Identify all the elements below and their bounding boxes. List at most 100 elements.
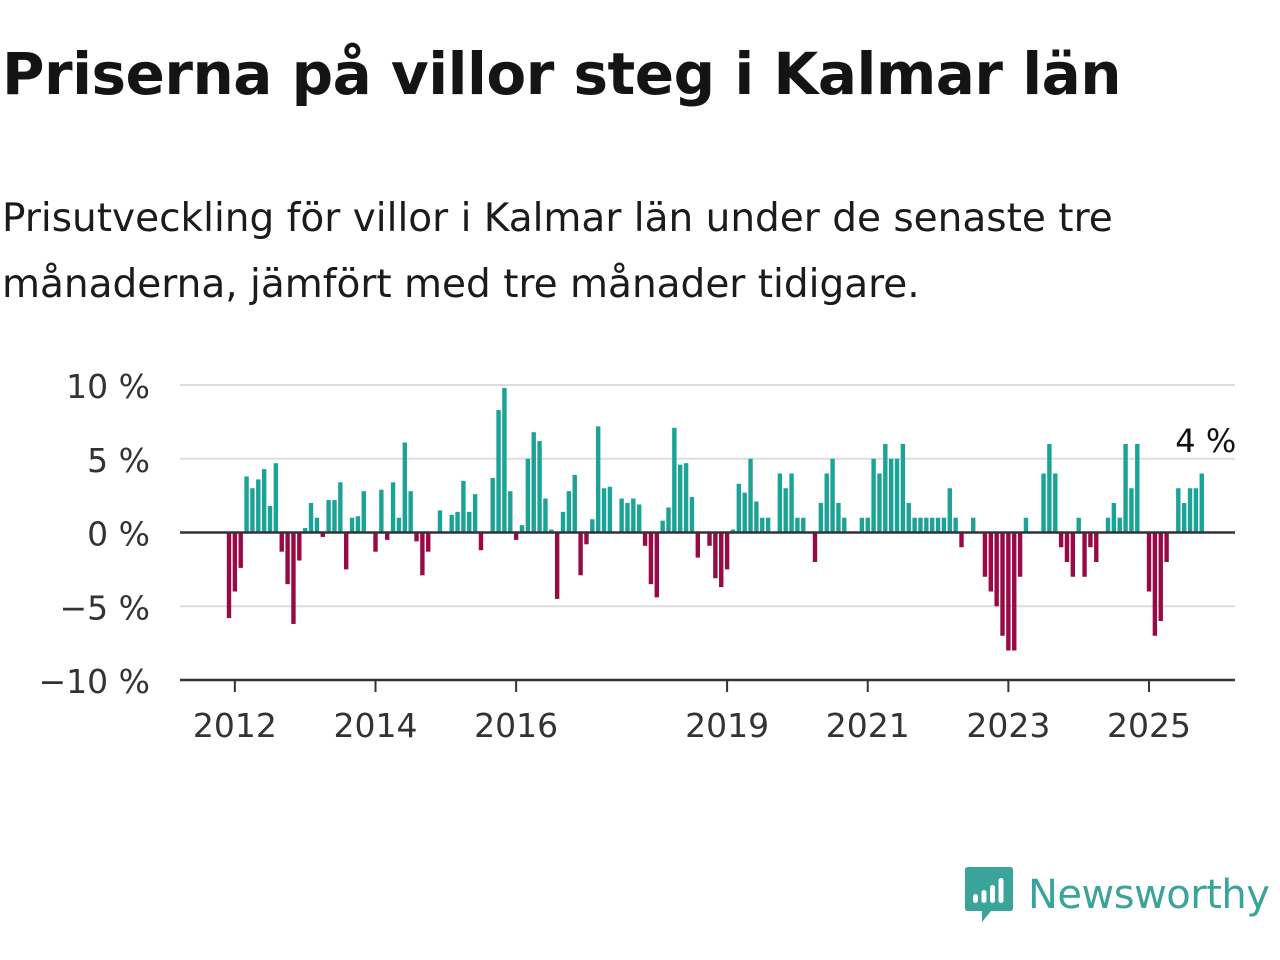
bar xyxy=(801,517,806,533)
bar xyxy=(396,517,402,533)
bar xyxy=(560,511,566,533)
bar xyxy=(941,517,947,533)
bar xyxy=(865,517,870,533)
bar xyxy=(414,532,419,542)
bar xyxy=(1012,532,1017,651)
bar xyxy=(1041,473,1046,533)
bar xyxy=(273,463,279,533)
bar xyxy=(959,532,964,548)
bar xyxy=(1047,444,1052,533)
bar xyxy=(531,432,536,533)
bar xyxy=(361,491,366,533)
bar xyxy=(390,482,396,533)
bar xyxy=(595,426,601,533)
bar xyxy=(332,500,337,533)
bar xyxy=(285,532,290,585)
bar xyxy=(859,517,865,533)
bar xyxy=(1164,532,1169,562)
bar xyxy=(754,501,759,533)
bar xyxy=(642,532,648,546)
bar xyxy=(467,511,472,533)
bar xyxy=(279,532,284,552)
bar xyxy=(261,469,267,533)
bar xyxy=(1000,532,1005,636)
bar xyxy=(660,520,665,533)
bar xyxy=(760,517,765,533)
bar xyxy=(1006,532,1011,651)
bar xyxy=(1135,444,1140,533)
bar xyxy=(777,473,783,533)
bar xyxy=(543,498,548,533)
bar xyxy=(1058,532,1064,548)
bar xyxy=(426,532,431,552)
bar xyxy=(836,503,841,533)
bar-chart: 10 % 5 % 0 % −5 % −10 % 2012 2014 2016 2019 2021 2… xyxy=(39,367,1237,745)
y-tick-label: −10 % xyxy=(39,662,151,701)
bar xyxy=(982,532,988,577)
bar xyxy=(1064,532,1070,562)
bar xyxy=(748,458,753,533)
bar xyxy=(888,458,894,533)
bar xyxy=(818,503,824,533)
bar xyxy=(232,532,238,592)
y-tick-label: 0 % xyxy=(87,515,150,554)
bar xyxy=(883,444,888,533)
bar xyxy=(1158,532,1163,621)
brand-logo: Newsworthy xyxy=(964,864,1270,926)
bar xyxy=(590,519,595,533)
bar xyxy=(1176,488,1181,533)
bar xyxy=(549,529,554,533)
bar xyxy=(1105,517,1111,533)
bar xyxy=(607,486,613,533)
bar xyxy=(478,532,484,551)
bar xyxy=(666,507,671,533)
x-tick-label: 2025 xyxy=(1107,706,1191,745)
bar xyxy=(654,532,659,598)
bar xyxy=(1117,517,1122,533)
last-value-label: 4 % xyxy=(1175,422,1236,460)
y-tick-label: 5 % xyxy=(87,441,150,480)
bar xyxy=(302,528,308,533)
x-tick-label: 2014 xyxy=(334,706,418,745)
bar xyxy=(971,517,976,533)
bar xyxy=(947,488,952,533)
bar xyxy=(812,532,818,562)
bar xyxy=(490,477,495,533)
bar xyxy=(566,491,572,533)
bar xyxy=(1187,488,1193,533)
bar xyxy=(379,489,384,533)
bar xyxy=(437,510,443,533)
bar xyxy=(508,491,513,533)
brand-name: Newsworthy xyxy=(1028,872,1270,918)
bar xyxy=(625,503,630,533)
x-tick-label: 2023 xyxy=(966,706,1050,745)
bar xyxy=(824,473,829,533)
bar xyxy=(678,464,683,533)
bar-chart-speech-bubble-icon xyxy=(965,867,1013,922)
bar xyxy=(842,517,847,533)
bar xyxy=(894,458,900,533)
bar xyxy=(525,458,531,533)
bar xyxy=(789,473,794,533)
bar xyxy=(1152,532,1158,636)
bar xyxy=(320,532,325,537)
bar xyxy=(338,482,343,533)
bar xyxy=(742,492,747,533)
bar xyxy=(935,517,941,533)
bar xyxy=(1088,532,1093,548)
bar xyxy=(619,498,624,533)
bar xyxy=(795,517,800,533)
bar xyxy=(1181,503,1187,533)
bar xyxy=(648,532,654,585)
bar xyxy=(871,458,876,533)
bar xyxy=(1094,532,1099,562)
x-tick-label: 2019 xyxy=(685,706,769,745)
bar xyxy=(513,532,519,540)
bar xyxy=(344,532,349,570)
bar xyxy=(1082,532,1087,577)
bar xyxy=(308,503,314,533)
bar xyxy=(244,476,249,533)
bar xyxy=(672,427,677,533)
bar xyxy=(765,517,771,533)
chart-subtitle: Prisutveckling för villor i Kalmar län u… xyxy=(2,196,1113,307)
